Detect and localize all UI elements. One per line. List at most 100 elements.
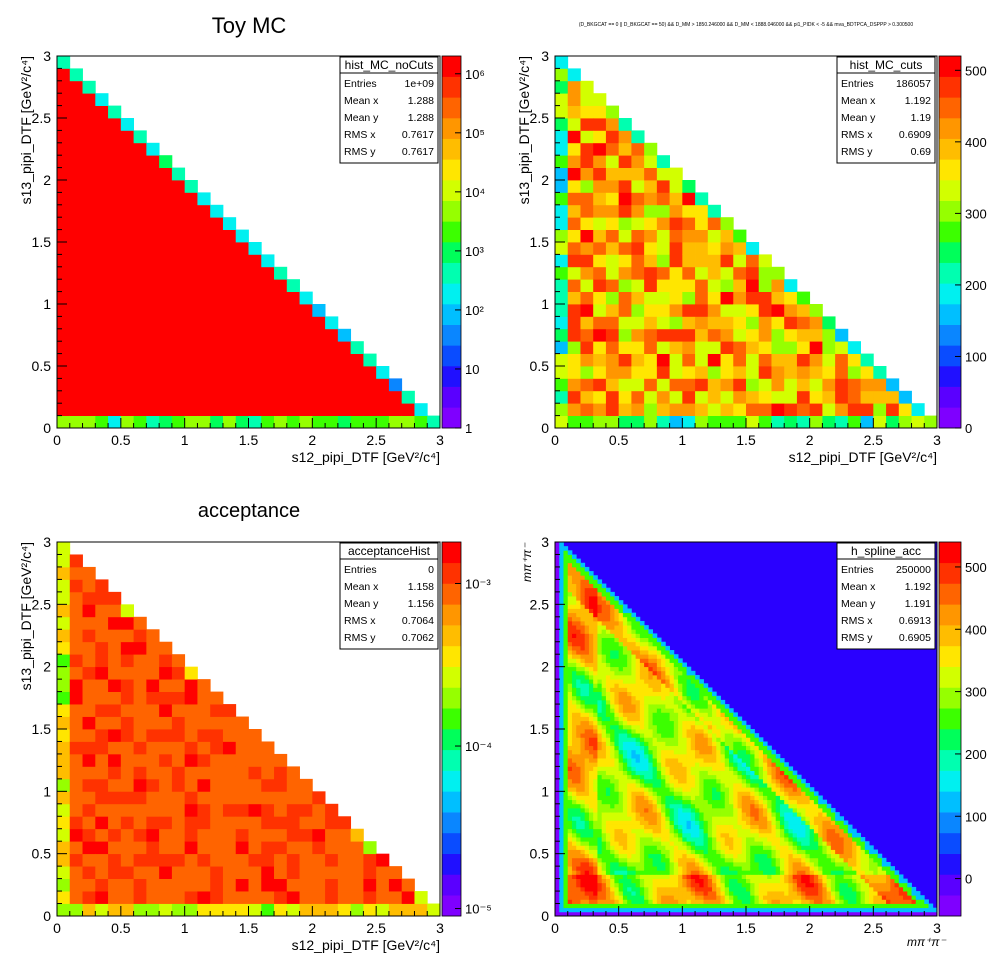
heatmap-cell xyxy=(733,812,738,817)
heatmap-cell xyxy=(703,899,709,904)
heatmap-cell xyxy=(661,911,666,917)
heatmap-cell xyxy=(695,204,709,218)
heatmap-cell xyxy=(652,783,658,788)
heatmap-cell xyxy=(299,903,313,917)
heatmap-cell xyxy=(286,341,300,354)
heatmap-cell xyxy=(648,679,654,684)
heatmap-cell xyxy=(847,390,861,404)
heatmap-cell xyxy=(559,575,564,580)
heatmap-cell xyxy=(669,857,675,863)
heatmap-cell xyxy=(673,874,679,879)
heatmap-cell xyxy=(720,903,726,909)
heatmap-cell xyxy=(580,142,594,156)
heatmap-cell xyxy=(622,687,628,692)
heatmap-cell xyxy=(707,266,721,280)
heatmap-cell xyxy=(559,600,564,605)
heatmap-cell xyxy=(597,878,603,884)
heatmap-cell xyxy=(571,699,577,705)
x-tick-label: 0 xyxy=(53,432,61,448)
heatmap-cell xyxy=(108,167,122,181)
heatmap-cell xyxy=(584,612,590,618)
heatmap-cell xyxy=(618,699,624,705)
heatmap-cell xyxy=(673,716,679,722)
heatmap-cell xyxy=(631,783,637,788)
heatmap-cell xyxy=(610,907,615,913)
heatmap-cell xyxy=(648,874,654,879)
heatmap-cell xyxy=(618,841,624,846)
heatmap-cell xyxy=(57,180,71,193)
heatmap-cell xyxy=(235,828,249,842)
heatmap-cell xyxy=(712,762,717,767)
heatmap-cell xyxy=(559,591,564,597)
heatmap-cell xyxy=(720,741,726,747)
heatmap-cell xyxy=(652,745,658,751)
heatmap-cell xyxy=(555,167,569,181)
heatmap-cell xyxy=(146,691,160,705)
heatmap-cell xyxy=(584,712,590,717)
heatmap-cell xyxy=(750,878,755,884)
heatmap-cell xyxy=(576,587,581,593)
heatmap-cell xyxy=(639,816,645,821)
heatmap-cell xyxy=(682,666,687,672)
heatmap-cell xyxy=(822,390,836,404)
heatmap-cell xyxy=(82,242,96,255)
heatmap-cell xyxy=(796,390,811,404)
heatmap-cell xyxy=(563,550,569,555)
heatmap-cell xyxy=(665,687,670,692)
heatmap-cell xyxy=(622,857,628,863)
heatmap-cell xyxy=(576,712,581,717)
heatmap-cell xyxy=(639,658,645,663)
heatmap-cell xyxy=(159,167,173,181)
heatmap-cell xyxy=(686,787,692,792)
heatmap-cell xyxy=(588,641,594,647)
heatmap-cell xyxy=(614,895,620,900)
heatmap-cell xyxy=(563,674,569,680)
heatmap-cell xyxy=(274,841,288,855)
heatmap-cell xyxy=(159,217,173,230)
heatmap-cell xyxy=(627,891,632,896)
heatmap-cell xyxy=(678,837,683,842)
heatmap-cell xyxy=(631,866,637,871)
heatmap-cell xyxy=(682,816,687,821)
heatmap-cell xyxy=(656,679,662,684)
heatmap-cell xyxy=(707,899,713,904)
heatmap-cell xyxy=(746,816,751,821)
heatmap-cell xyxy=(274,866,288,879)
heatmap-cell xyxy=(741,845,747,850)
heatmap-cell xyxy=(605,737,611,742)
heatmap-cell xyxy=(635,666,641,672)
heatmap-cell xyxy=(695,787,700,792)
heatmap-cell xyxy=(605,853,611,859)
heatmap-cell xyxy=(605,716,611,722)
heatmap-cell xyxy=(601,837,607,842)
heatmap-cell xyxy=(563,616,569,622)
heatmap-cell xyxy=(673,849,679,855)
heatmap-cell xyxy=(639,774,645,780)
heatmap-cell xyxy=(108,903,122,917)
heatmap-cell xyxy=(665,662,670,668)
heatmap-cell xyxy=(665,903,670,909)
heatmap-cell xyxy=(690,737,696,742)
heatmap-cell xyxy=(146,155,160,168)
heatmap-cell xyxy=(733,824,738,830)
heatmap-cell xyxy=(580,791,586,796)
heatmap-cell xyxy=(729,874,734,879)
heatmap-cell xyxy=(567,566,573,572)
heatmap-cell xyxy=(563,546,569,551)
heatmap-cell xyxy=(661,712,666,717)
heatmap-cell xyxy=(576,708,581,713)
heatmap-cell xyxy=(593,766,598,771)
x-tick-label: 2.5 xyxy=(366,432,386,448)
heatmap-cell xyxy=(133,242,147,255)
heatmap-cell xyxy=(559,566,564,572)
heatmap-cell xyxy=(639,683,645,688)
heatmap-cell xyxy=(622,816,628,821)
heatmap-cell xyxy=(82,93,96,106)
heatmap-cell xyxy=(222,891,237,904)
heatmap-cell xyxy=(665,812,670,817)
heatmap-cell xyxy=(580,699,586,705)
heatmap-cell xyxy=(690,712,696,717)
heatmap-cell xyxy=(601,591,607,597)
heatmap-cell xyxy=(686,679,692,684)
heatmap-cell xyxy=(605,291,620,305)
